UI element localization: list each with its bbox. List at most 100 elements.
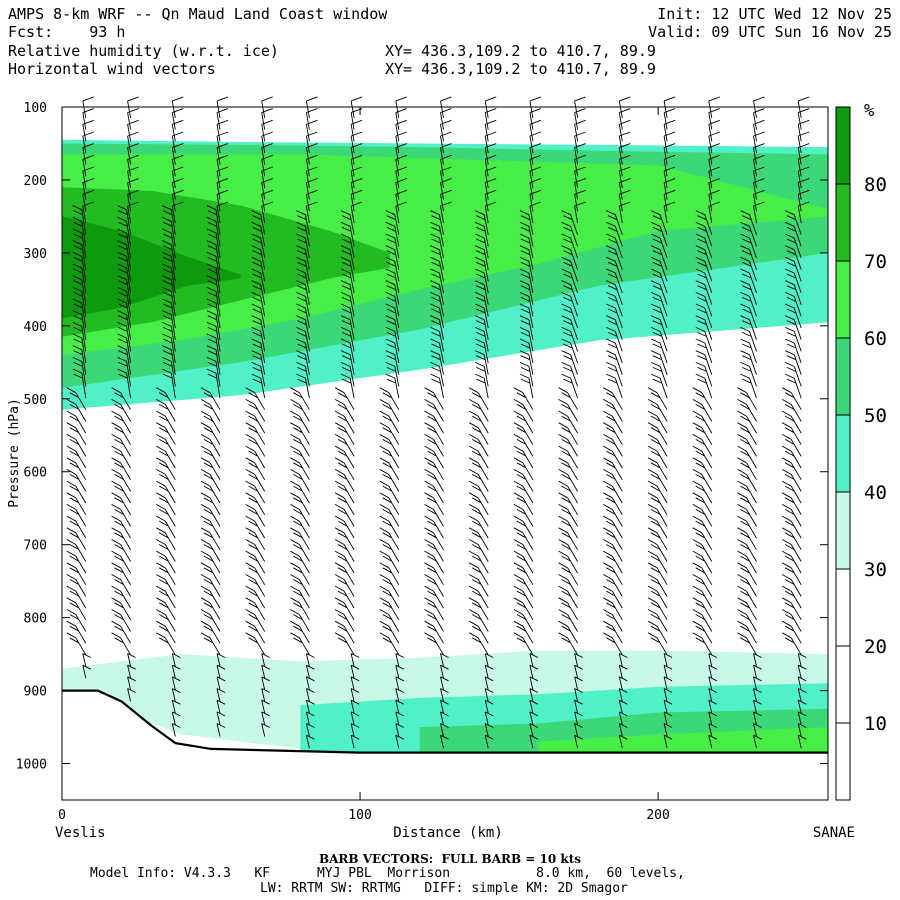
wind-barb [785, 280, 802, 305]
model-info-line-1: Model Info: V4.3.3 KF MYJ PBL Morrison 8… [90, 866, 685, 881]
y-tick-label: 300 [24, 247, 47, 262]
wind-barb [695, 233, 713, 259]
wind-barb [162, 345, 176, 375]
wind-barb [663, 143, 676, 165]
wind-barb [261, 119, 273, 142]
wind-barb [663, 166, 676, 189]
wind-barb [82, 154, 94, 177]
wind-barb [72, 263, 87, 294]
wind-barb [708, 723, 718, 737]
wind-barb [350, 189, 363, 212]
wind-barb [290, 515, 310, 539]
wind-barb [200, 445, 221, 469]
wind-barb [385, 326, 400, 352]
wind-barb [513, 515, 534, 539]
wind-barb [290, 562, 310, 586]
wind-barb [206, 310, 221, 340]
wind-barb [603, 527, 623, 551]
wind-barb [574, 166, 586, 189]
wind-barb-column [603, 96, 631, 749]
x-tick-label: 100 [348, 808, 371, 823]
wind-barb [117, 240, 132, 270]
wind-barb [171, 96, 184, 118]
wind-barb [618, 201, 631, 224]
colorbar-segment [836, 415, 850, 492]
wind-barb [200, 527, 221, 551]
wind-barb [66, 562, 87, 586]
wind-barb [708, 119, 720, 142]
wind-barb [395, 154, 407, 177]
wind-barb [513, 457, 534, 481]
wind-barb-column [424, 96, 452, 749]
wind-barb [424, 445, 444, 469]
colorbar-segment [836, 184, 850, 261]
wind-barb [692, 399, 713, 422]
wind-barb [558, 550, 578, 574]
wind-barb [440, 166, 452, 189]
wind-barb [468, 387, 489, 410]
wind-barb [334, 620, 355, 644]
wind-barb [340, 315, 355, 340]
wind-barb [797, 131, 810, 154]
wind-barb [797, 119, 810, 142]
wind-barb [650, 291, 668, 317]
wind-barb [206, 345, 221, 375]
wind-barb [647, 609, 668, 632]
wind-barb [216, 166, 229, 189]
wind-barb [519, 221, 534, 247]
wind-barb [663, 189, 676, 212]
wind-barb [475, 373, 489, 399]
wind-barb [558, 585, 578, 609]
wind-barb [695, 326, 713, 352]
wind-barb [334, 492, 355, 516]
wind-barb [663, 676, 673, 690]
wind-barb [395, 96, 407, 118]
colorbar-label: 80 [864, 174, 887, 196]
wind-barb [340, 268, 355, 294]
wind-barb [72, 333, 87, 364]
wind-barb [740, 245, 757, 270]
wind-barb [606, 221, 623, 247]
wind-barb [350, 119, 363, 142]
wind-barb [618, 166, 631, 189]
colorbar-unit: % [864, 101, 874, 121]
wind-barb [529, 178, 542, 200]
wind-barb [440, 178, 452, 200]
wind-barb [156, 469, 176, 492]
wind-barb [475, 291, 489, 317]
wind-barb [66, 434, 87, 457]
wind-barb [606, 291, 623, 317]
wind-barb [663, 178, 676, 200]
wind-barb [261, 166, 273, 189]
wind-barb [737, 469, 757, 492]
wind-barb [692, 410, 713, 434]
wind-barb [692, 434, 713, 457]
y-tick-label: 800 [24, 612, 47, 627]
wind-barb [111, 480, 131, 504]
wind-barb [206, 240, 221, 270]
wind-barb [695, 338, 713, 364]
wind-barb [440, 201, 452, 224]
wind-barb [245, 469, 266, 492]
wind-barb [206, 321, 221, 352]
wind-barb [484, 653, 494, 667]
wind-barb [603, 480, 623, 504]
wind-barb [561, 256, 579, 282]
wind-barb [753, 723, 762, 737]
wind-barb [305, 699, 315, 714]
wind-barb [251, 291, 266, 317]
wind-barb [753, 664, 762, 679]
wind-barb [200, 469, 221, 492]
wind-barb [162, 333, 176, 364]
wind-barb [261, 189, 273, 212]
wind-barb [708, 178, 720, 200]
wind-barb [785, 268, 802, 294]
wind-barb [424, 562, 444, 586]
wind-barb [753, 178, 765, 200]
wind-barb [647, 480, 668, 504]
wind-barb [740, 233, 757, 259]
wind-barb [290, 597, 310, 621]
wind-barb [797, 108, 810, 130]
wind-barb [66, 574, 87, 597]
wind-barb [82, 201, 94, 224]
